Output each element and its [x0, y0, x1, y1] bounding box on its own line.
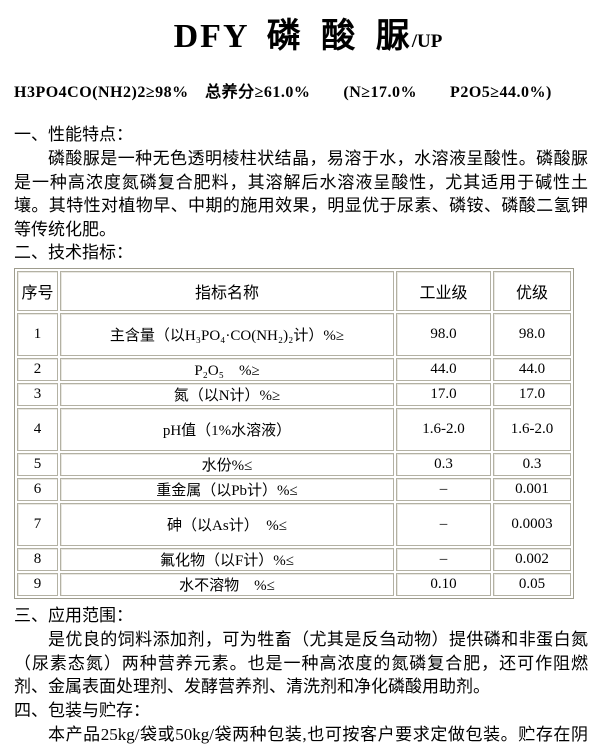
row-number: 7 [17, 503, 58, 546]
industrial-grade-value: 0.10 [396, 573, 491, 596]
row-number: 6 [17, 478, 58, 501]
table-row: 8 氟化物（以F计）%≤ –0.002 [17, 548, 571, 571]
premium-grade-value: 17.0 [493, 383, 571, 406]
premium-grade-value: 0.001 [493, 478, 571, 501]
column-header: 序号 [17, 271, 58, 311]
industrial-grade-value: 0.3 [396, 453, 491, 476]
indicator-name: P₂O₅ %≥ [60, 358, 394, 381]
performance-paragraph: 磷酸脲是一种无色透明棱柱状结晶，易溶于水，水溶液呈酸性。磷酸脲是一种高浓度氮磷复… [14, 149, 588, 239]
indicator-name: pH值（1%水溶液） [60, 408, 394, 451]
premium-grade-value: 0.3 [493, 453, 571, 476]
application-paragraph: 是优良的饲料添加剂，可为牲畜（尤其是反刍动物）提供磷和非蛋白氮（尿素态氮）两种营… [14, 630, 588, 696]
industrial-grade-value: 17.0 [396, 383, 491, 406]
column-header: 指标名称 [60, 271, 394, 311]
table-row: 9 水不溶物 %≤ 0.10 0.05 [17, 573, 571, 596]
section-heading-packaging: 四、包装与贮存： [14, 700, 150, 720]
premium-grade-value: 0.002 [493, 548, 571, 571]
chemical-formula-line: H3PO4CO(NH2)2≥98% 总养分≥61.0% (N≥17.0% P2O… [14, 84, 552, 101]
industrial-grade-value: – [396, 503, 491, 546]
row-number: 2 [17, 358, 58, 381]
table-row: 3 氮（以N计）%≥ 17.0 17.0 [17, 383, 571, 406]
indicator-name: 水不溶物 %≤ [60, 573, 394, 596]
industrial-grade-value: – [396, 478, 491, 501]
table-row: 4 pH值（1%水溶液） 1.6-2.0 1.6-2.0 [17, 408, 571, 451]
section-heading-performance: 一、性能特点： [14, 125, 133, 144]
indicator-name: 水份%≤ [60, 453, 394, 476]
table-row: 7 砷（以As计） %≤ –0.0003 [17, 503, 571, 546]
industrial-grade-value: 1.6-2.0 [396, 408, 491, 451]
page-title: DFY 磷 酸 脲/UP [14, 8, 602, 57]
industrial-grade-value: 98.0 [396, 313, 491, 356]
table-row: 6 重金属（以Pb计）%≤ –0.001 [17, 478, 571, 501]
premium-grade-value: 0.05 [493, 573, 571, 596]
section-heading-application: 三、应用范围： [14, 606, 133, 625]
indicator-name: 砷（以As计） %≤ [60, 503, 394, 546]
indicator-name: 氮（以N计）%≥ [60, 383, 394, 406]
row-number: 9 [17, 573, 58, 596]
table-row: 1 主含量（以H₃PO₄·CO(NH₂)₂计）%≥ 98.0 98.0 [17, 313, 571, 356]
packaging-paragraph: 本产品25kg/袋或50kg/袋两种包装,也可按客户要求定做包装。贮存在阴凉、通… [48, 724, 588, 744]
spec-table: 序号 指标名称 工业级 优级 1 主含量（以H₃PO₄·CO(NH₂)₂计）%≥ 98.0… [14, 268, 574, 599]
premium-grade-value: 44.0 [493, 358, 571, 381]
row-number: 4 [17, 408, 58, 451]
section-heading-specs: 二、技术指标： [14, 243, 133, 262]
row-number: 8 [17, 548, 58, 571]
premium-grade-value: 98.0 [493, 313, 571, 356]
premium-grade-value: 0.0003 [493, 503, 571, 546]
industrial-grade-value: – [396, 548, 491, 571]
spec-table-body: 1 主含量（以H₃PO₄·CO(NH₂)₂计）%≥ 98.0 98.0 2 P₂O₅ %≥… [17, 313, 571, 596]
row-number: 3 [17, 383, 58, 406]
indicator-name: 重金属（以Pb计）%≤ [60, 478, 394, 501]
row-number: 5 [17, 453, 58, 476]
product-title: DFY 磷 酸 脲 [173, 18, 412, 55]
indicator-name: 氟化物（以F计）%≤ [60, 548, 394, 571]
header-row: 序号 指标名称 工业级 优级 [17, 271, 571, 311]
indicator-name: 主含量（以H₃PO₄·CO(NH₂)₂计）%≥ [60, 313, 394, 356]
product-title-suffix: /UP [411, 31, 443, 52]
industrial-grade-value: 44.0 [396, 358, 491, 381]
spec-table-header: 序号 指标名称 工业级 优级 [17, 271, 571, 311]
column-header: 工业级 [396, 271, 491, 311]
premium-grade-value: 1.6-2.0 [493, 408, 571, 451]
column-header: 优级 [493, 271, 571, 311]
table-row: 2 P₂O₅ %≥ 44.0 44.0 [17, 358, 571, 381]
row-number: 1 [17, 313, 58, 356]
table-row: 5 水份%≤ 0.3 0.3 [17, 453, 571, 476]
